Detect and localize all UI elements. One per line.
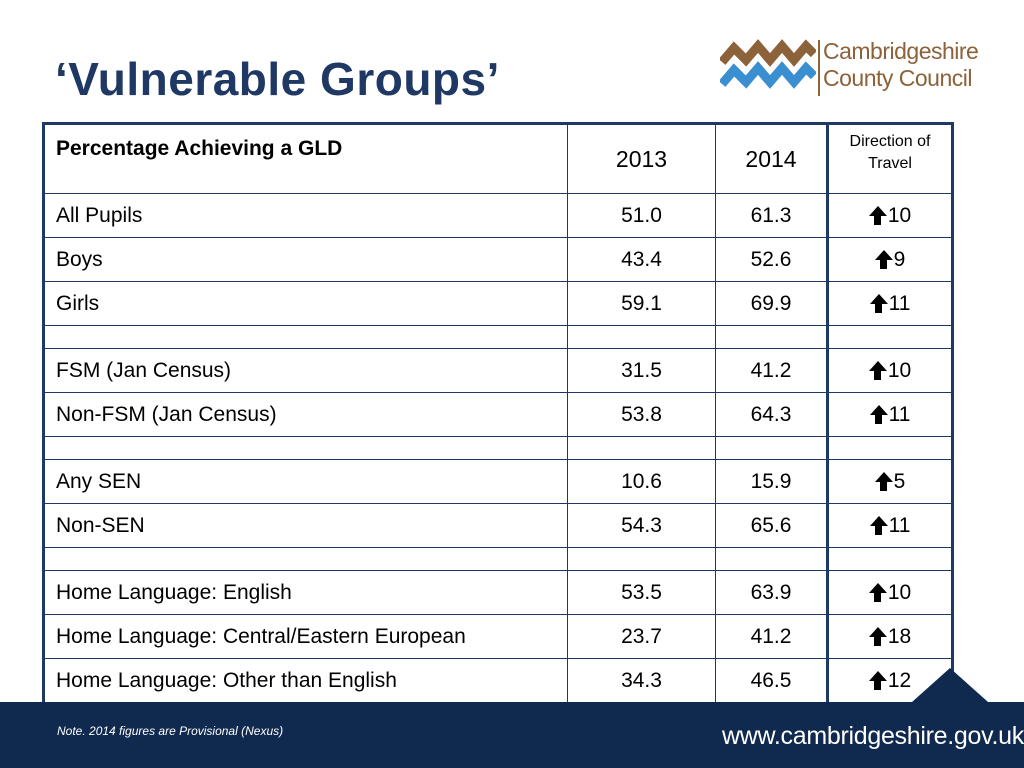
change-value: 10 (887, 203, 912, 227)
direction-cell: 10 (826, 570, 953, 615)
value-2014: 15.9 (715, 459, 828, 504)
up-arrow-icon (868, 206, 887, 226)
value-2014: 65.6 (715, 503, 828, 548)
row-label: All Pupils (43, 193, 568, 238)
value-2014: 64.3 (715, 392, 828, 437)
table-header-row: Percentage Achieving a GLD 2013 2014 Dir… (43, 123, 953, 194)
footer-note: Note. 2014 figures are Provisional (Nexu… (57, 724, 284, 738)
row-label: Non-SEN (43, 503, 568, 548)
row-label: Girls (43, 281, 568, 326)
up-arrow-icon (874, 250, 893, 270)
value-2013: 53.8 (567, 392, 716, 437)
row-label: Home Language: English (43, 570, 568, 615)
value-2014: 52.6 (715, 237, 828, 282)
change-value: 10 (887, 358, 912, 382)
table-row: Home Language: Central/Eastern European … (43, 614, 953, 659)
value-2014: 69.9 (715, 281, 828, 326)
direction-cell: 11 (826, 503, 953, 548)
row-label: Home Language: Central/Eastern European (43, 614, 568, 659)
up-arrow-icon (869, 405, 888, 425)
gld-table-container: Percentage Achieving a GLD 2013 2014 Dir… (42, 122, 954, 705)
change-value: 9 (893, 247, 906, 271)
table-row: FSM (Jan Census) 31.5 41.2 10 (43, 348, 953, 393)
change-value: 18 (887, 624, 912, 648)
up-arrow-icon (868, 671, 887, 691)
value-2014: 61.3 (715, 193, 828, 238)
value-2013: 34.3 (567, 658, 716, 704)
header-label: Percentage Achieving a GLD (43, 123, 568, 194)
direction-cell: 5 (826, 459, 953, 504)
row-label: FSM (Jan Census) (43, 348, 568, 393)
value-2013: 43.4 (567, 237, 716, 282)
logo-line-1: Cambridgeshire (823, 38, 979, 64)
logo-text: Cambridgeshire County Council (823, 38, 979, 92)
table-row: Non-FSM (Jan Census) 53.8 64.3 11 (43, 392, 953, 437)
table-row: Boys 43.4 52.6 9 (43, 237, 953, 282)
change-value: 11 (888, 291, 911, 315)
up-arrow-icon (869, 516, 888, 536)
value-2013: 51.0 (567, 193, 716, 238)
table-row: Home Language: Other than English 34.3 4… (43, 658, 953, 704)
table-row: Non-SEN 54.3 65.6 11 (43, 503, 953, 548)
logo-divider (818, 40, 820, 96)
up-arrow-icon (868, 361, 887, 381)
row-label: Home Language: Other than English (43, 658, 568, 704)
value-2014: 41.2 (715, 348, 828, 393)
direction-cell: 10 (826, 348, 953, 393)
header-2014: 2014 (715, 123, 828, 194)
value-2013: 23.7 (567, 614, 716, 659)
footer-tab (912, 668, 988, 702)
logo-line-2: County Council (823, 65, 972, 91)
table-row: All Pupils 51.0 61.3 10 (43, 193, 953, 238)
change-value: 5 (893, 469, 906, 493)
spacer-row (43, 547, 953, 571)
row-label: Boys (43, 237, 568, 282)
direction-cell: 18 (826, 614, 953, 659)
page-title: ‘Vulnerable Groups’ (55, 53, 500, 105)
gld-table: Percentage Achieving a GLD 2013 2014 Dir… (42, 122, 954, 705)
table-row: Any SEN 10.6 15.9 5 (43, 459, 953, 504)
direction-cell: 9 (826, 237, 953, 282)
spacer-row (43, 325, 953, 349)
change-value: 11 (888, 513, 911, 537)
table-row: Home Language: English 53.5 63.9 10 (43, 570, 953, 615)
header-2013: 2013 (567, 123, 716, 194)
value-2014: 41.2 (715, 614, 828, 659)
direction-cell: 10 (826, 193, 953, 238)
value-2013: 10.6 (567, 459, 716, 504)
value-2014: 63.9 (715, 570, 828, 615)
value-2013: 31.5 (567, 348, 716, 393)
up-arrow-icon (868, 583, 887, 603)
value-2013: 59.1 (567, 281, 716, 326)
change-value: 11 (888, 402, 911, 426)
value-2014: 46.5 (715, 658, 828, 704)
row-label: Any SEN (43, 459, 568, 504)
change-value: 10 (887, 580, 912, 604)
waves-logo-icon (720, 39, 816, 89)
website-url: www.cambridgeshire.gov.uk (722, 722, 1024, 750)
spacer-row (43, 436, 953, 460)
footer-bar (0, 702, 1024, 768)
up-arrow-icon (874, 472, 893, 492)
direction-cell: 11 (826, 281, 953, 326)
row-label: Non-FSM (Jan Census) (43, 392, 568, 437)
up-arrow-icon (869, 294, 888, 314)
council-logo: Cambridgeshire County Council (720, 36, 995, 100)
header-direction: Direction of Travel (826, 123, 953, 194)
direction-cell: 11 (826, 392, 953, 437)
up-arrow-icon (868, 627, 887, 647)
change-value: 12 (887, 668, 912, 692)
value-2013: 53.5 (567, 570, 716, 615)
table-row: Girls 59.1 69.9 11 (43, 281, 953, 326)
value-2013: 54.3 (567, 503, 716, 548)
